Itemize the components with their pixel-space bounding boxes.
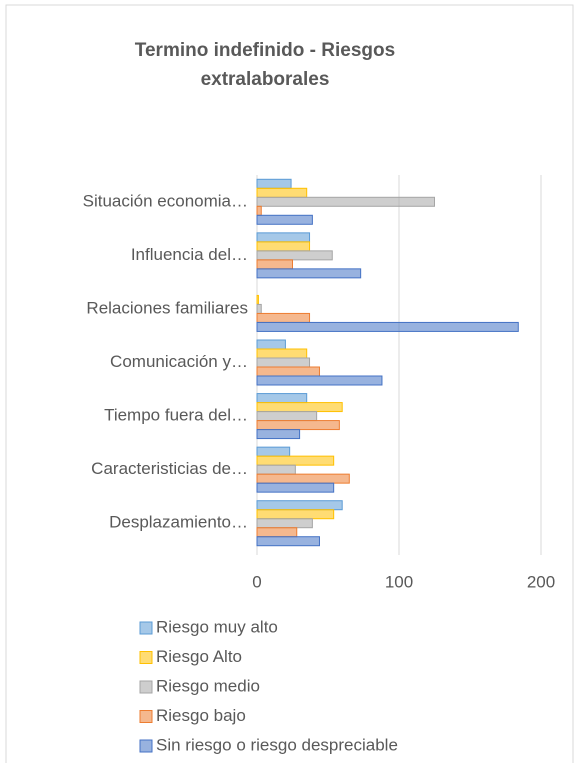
bar	[256, 268, 362, 279]
bar	[256, 366, 320, 377]
bar	[256, 250, 333, 261]
bar	[256, 536, 320, 547]
legend-swatch	[139, 651, 153, 664]
x-tick-label: 200	[527, 572, 555, 591]
legend-label: Riesgo muy alto	[156, 617, 278, 636]
legend-swatch	[139, 710, 153, 723]
legend-label: Riesgo medio	[156, 676, 260, 695]
legend-label: Riesgo Alto	[156, 647, 242, 666]
y-tick-label: Relaciones familiares	[86, 298, 248, 317]
bar	[256, 402, 343, 413]
bar	[256, 420, 340, 431]
bar	[256, 527, 298, 538]
bar	[256, 455, 335, 466]
bar	[256, 446, 291, 457]
y-tick-label: Desplazamiento…	[109, 513, 248, 532]
bar	[256, 518, 313, 529]
legend-swatch	[139, 621, 153, 635]
bar	[256, 473, 350, 484]
bar	[256, 375, 383, 386]
bar	[256, 357, 311, 368]
bar	[256, 509, 335, 520]
y-tick-label: Tiempo fuera del…	[104, 406, 248, 425]
legend-swatch	[139, 739, 153, 753]
bar	[256, 205, 262, 216]
bar	[256, 312, 311, 323]
bar	[256, 321, 519, 332]
bar	[256, 429, 301, 440]
bar	[256, 303, 262, 314]
bar	[256, 348, 308, 359]
y-tick-label: Caracteristicias de…	[91, 459, 248, 478]
bar	[256, 241, 311, 252]
bar	[256, 187, 308, 198]
y-tick-label: Influencia del…	[131, 245, 248, 264]
chart-title: Termino indefinido - Riesgos extralabora…	[134, 40, 396, 90]
legend-label: Riesgo bajo	[156, 706, 246, 725]
bar	[256, 259, 293, 270]
bar	[256, 178, 292, 189]
x-tick-label: 100	[385, 572, 413, 591]
bar	[256, 294, 259, 305]
y-tick-label: Comunicación y…	[110, 352, 248, 371]
bar	[256, 482, 335, 493]
chart-frame	[5, 4, 574, 763]
bar	[256, 339, 286, 350]
bar	[256, 196, 435, 207]
x-tick-label: 0	[252, 572, 261, 591]
legend-swatch	[139, 680, 153, 694]
legend-label: Sin riesgo o riesgo despreciable	[156, 735, 398, 754]
bar	[256, 393, 308, 404]
bar	[256, 500, 343, 511]
bar	[256, 232, 311, 243]
bar	[256, 464, 296, 475]
y-tick-label: Situación economia…	[83, 191, 248, 210]
bar	[256, 411, 318, 422]
bar	[256, 214, 313, 225]
